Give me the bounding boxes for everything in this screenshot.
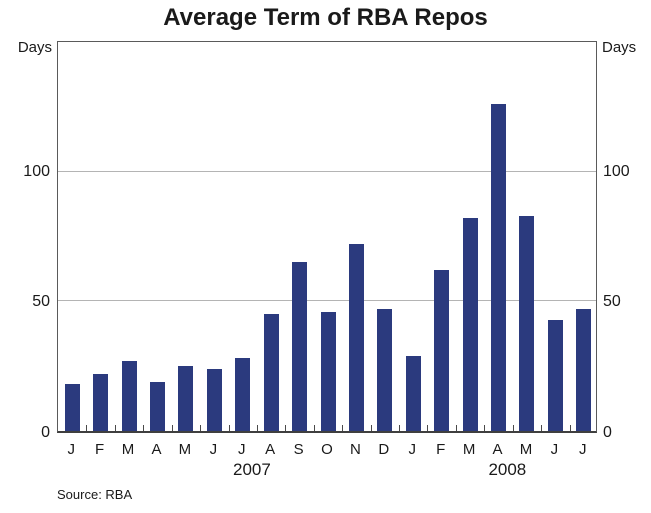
x-axis-tick xyxy=(427,425,429,431)
x-axis-tick xyxy=(399,425,401,431)
year-label-2007: 2007 xyxy=(233,460,271,479)
x-axis-tick xyxy=(285,425,287,431)
x-axis-tick xyxy=(256,425,258,431)
x-axis-tick xyxy=(512,425,514,431)
x-tick-label-11: D xyxy=(378,441,390,458)
x-tick-label-17: J xyxy=(550,441,559,458)
x-tick-label-18: J xyxy=(579,441,587,458)
x-axis-tick xyxy=(342,425,344,431)
x-axis-tick xyxy=(541,425,543,431)
bar-M-14 xyxy=(462,218,478,431)
bar-M-2 xyxy=(121,360,137,431)
bar-N-10 xyxy=(348,244,364,431)
bar-F-13 xyxy=(434,270,450,431)
x-axis-tick xyxy=(86,425,88,431)
bar-J-17 xyxy=(547,319,563,431)
gridline-100 xyxy=(58,170,596,172)
gridline-50 xyxy=(58,300,596,302)
bar-M-4 xyxy=(178,366,194,431)
bar-A-15 xyxy=(491,104,507,431)
x-axis-tick xyxy=(484,425,486,431)
bar-F-1 xyxy=(93,373,109,431)
y-tick-label-50: 50 xyxy=(32,293,50,311)
bar-J-5 xyxy=(206,368,222,431)
x-tick-label-13: F xyxy=(436,441,446,458)
x-tick-label-6: J xyxy=(237,441,246,458)
bar-A-3 xyxy=(149,381,165,431)
x-tick-label-8: S xyxy=(293,441,304,458)
y-tick-label-50: 50 xyxy=(603,293,621,311)
x-tick-label-16: M xyxy=(519,441,533,458)
x-axis-tick xyxy=(228,425,230,431)
x-tick-label-7: A xyxy=(265,441,276,458)
x-tick-label-14: M xyxy=(462,441,476,458)
x-tick-label-12: J xyxy=(408,441,417,458)
y-tick-label-100: 100 xyxy=(603,162,630,180)
source-note: Source: RBA xyxy=(57,487,133,502)
x-tick-label-5: J xyxy=(209,441,218,458)
x-tick-label-4: M xyxy=(178,441,192,458)
y-axis-unit-left: Days xyxy=(17,39,52,56)
plot-area xyxy=(57,41,597,433)
bar-D-11 xyxy=(377,309,393,431)
x-tick-label-1: F xyxy=(95,441,105,458)
x-axis-tick xyxy=(114,425,116,431)
bar-S-8 xyxy=(292,262,308,431)
bar-O-9 xyxy=(320,311,336,431)
chart-title: Average Term of RBA Repos xyxy=(163,4,488,31)
x-tick-label-3: A xyxy=(151,441,162,458)
x-tick-label-9: O xyxy=(321,441,333,458)
x-axis-tick xyxy=(313,425,315,431)
x-axis-tick xyxy=(569,425,571,431)
bar-A-7 xyxy=(263,314,279,431)
x-axis-tick xyxy=(143,425,145,431)
year-label-2008: 2008 xyxy=(488,460,527,479)
x-axis-tick xyxy=(370,425,372,431)
x-tick-label-2: M xyxy=(121,441,135,458)
x-axis-tick xyxy=(171,425,173,431)
y-tick-label-0: 0 xyxy=(41,424,50,441)
bar-J-0 xyxy=(64,384,80,431)
bar-J-18 xyxy=(576,309,592,431)
bar-M-16 xyxy=(519,215,535,431)
bar-J-6 xyxy=(235,358,251,431)
y-tick-label-0: 0 xyxy=(603,424,612,441)
y-tick-label-100: 100 xyxy=(23,162,50,180)
x-tick-label-0: J xyxy=(67,441,75,458)
x-tick-label-10: N xyxy=(349,441,361,458)
bar-J-12 xyxy=(405,355,421,431)
x-axis-tick xyxy=(200,425,202,431)
x-tick-label-15: A xyxy=(492,441,503,458)
y-axis-unit-right: Days xyxy=(602,39,637,56)
x-axis-tick xyxy=(455,425,457,431)
